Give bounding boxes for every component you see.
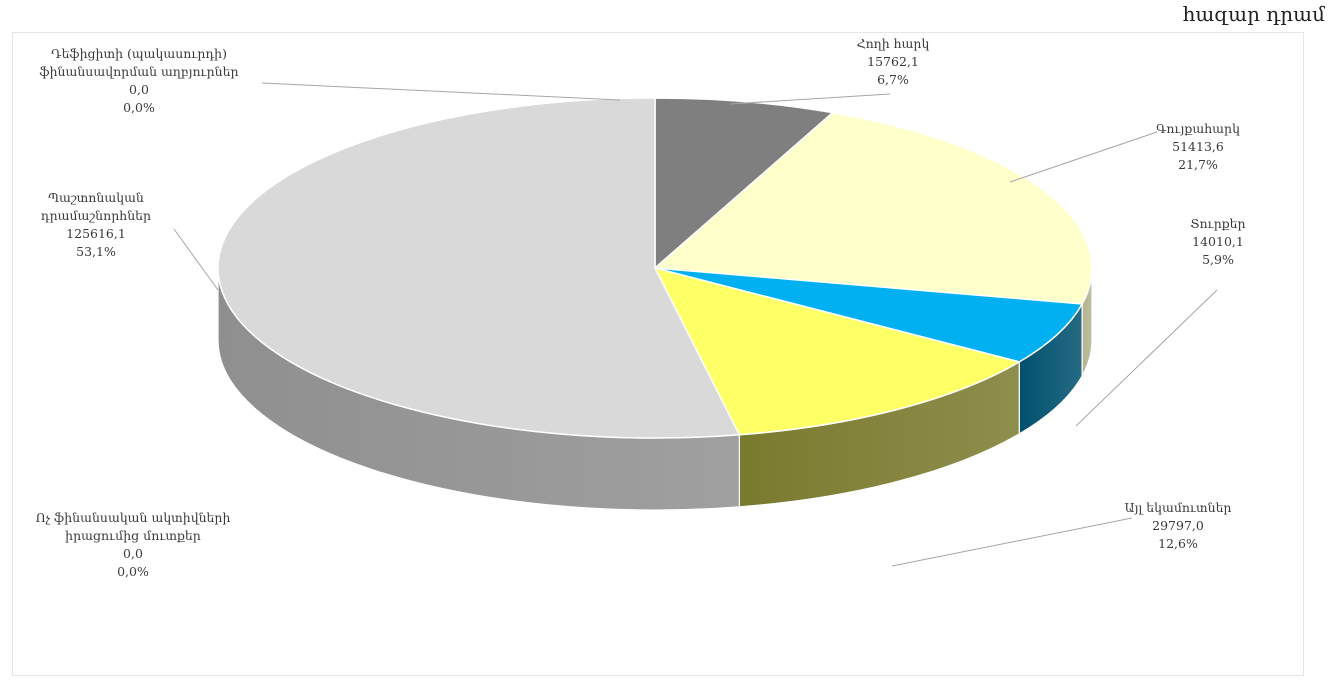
data-label-2: Տուրքեր 14010,1 5,9%: [1190, 216, 1245, 267]
leader-line-6: [261, 82, 621, 101]
leader-line-5: [173, 228, 219, 291]
pie-slice-2: [654, 267, 1084, 363]
pie-sides: [217, 267, 1093, 511]
data-label-6: Դեֆիցիտի (պակասուրդի) ֆինանսավորման աղբյո…: [39, 46, 238, 115]
data-label-0: Հողի հարկ 15762,1 6,7%: [857, 36, 930, 87]
leader-line-2: [1075, 289, 1218, 427]
unit-label: հազար դրամ: [1182, 2, 1325, 26]
pie-slice-0: [654, 97, 835, 270]
pie-slice-3: [653, 266, 1022, 436]
chart-area: [12, 32, 1304, 676]
leader-line-3: [891, 517, 1133, 567]
pie-top: [217, 97, 1093, 439]
pie-slice-1: [653, 111, 1093, 305]
data-label-3: Այլ եկամուտներ 29797,0 12,6%: [1124, 500, 1231, 551]
data-label-4: Ոչ ֆինանսական ակտիվների իրացումից մուտքեր…: [36, 510, 231, 579]
data-labels: Հողի հարկ 15762,1 6,7% Գույքահարկ 51413,6 21,…: [36, 36, 1246, 579]
leader-line-1: [1009, 131, 1158, 183]
data-label-1: Գույքահարկ 51413,6 21,7%: [1156, 121, 1240, 172]
leader-line-0: [729, 93, 891, 105]
pie-slice-5: [217, 97, 741, 439]
data-label-5: Պաշտոնական դրամաշնորհներ 125616,1 53,1%: [41, 190, 151, 259]
